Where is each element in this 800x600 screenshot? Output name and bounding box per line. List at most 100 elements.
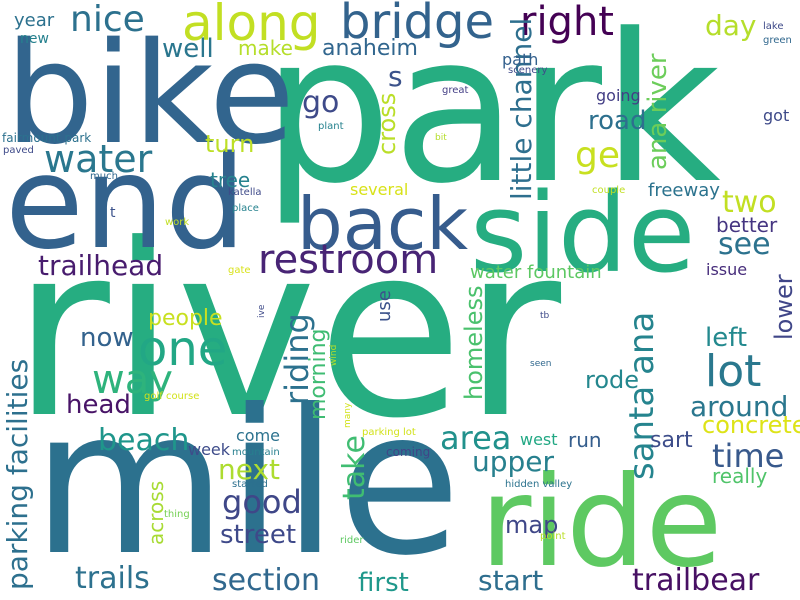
word-many: many [343,402,353,428]
word-hidden-valley: hidden valley [505,479,573,490]
word-parking-facilities: parking facilities [1,358,34,590]
word-good: good [222,483,302,521]
word-beach: beach [98,423,190,458]
word-area: area [440,419,512,457]
word-right: right [520,0,614,45]
word-scenery: scenery [508,65,548,76]
word-rider: rider [340,535,364,546]
word-katella: katella [228,187,262,198]
word-seen: seen [530,359,552,369]
word-concrete: concrete [702,411,800,439]
word-road: road [588,106,647,136]
word-parking-lot: parking lot [362,427,416,438]
word-one: one [138,321,228,377]
word-bike: bike [5,13,295,176]
word-great: great [442,85,469,96]
word-coming: coming [386,445,431,459]
word-bit: bit [435,133,447,143]
word-nice: nice [70,0,145,40]
word-going: going [596,86,641,105]
word-mountain: mountain [232,447,280,458]
word-ana-river: ana river [643,53,673,170]
word-homeless: homeless [460,285,488,400]
word-way: way [92,357,173,403]
word-work: work [165,217,190,228]
word-year: year [14,10,55,31]
word-t: t [110,205,116,221]
word-well: well [162,34,214,64]
word-street: street [220,520,297,550]
word-use: use [374,290,395,322]
word-two: two [722,185,777,220]
word-thing: thing [164,509,190,520]
word-come: come [236,426,281,445]
word-west: west [520,430,558,449]
word-time: time [712,437,785,475]
word-side: side [470,169,696,297]
word-trails: trails [75,561,150,596]
word-got: got [763,106,790,125]
word-start: start [478,564,544,597]
word-gate: gate [228,265,251,276]
word-freeway: freeway [648,180,720,201]
word-section: section [212,563,321,598]
word-first: first [358,568,409,598]
word-turn: turn [205,130,255,158]
word-much: much [90,171,118,182]
word-next: next [218,453,281,486]
word-back: back [297,182,469,266]
word-cross: cross [373,92,401,155]
word-bridge: bridge [340,0,495,50]
word-park: park [262,0,721,229]
word-point: point [540,531,566,542]
word-path: path [502,50,539,69]
word-along: along [182,0,321,52]
word-plant: plant [318,121,344,132]
word-golf-course: golf course [144,391,200,402]
word-tree: tree [210,168,251,192]
word-morning: morning [306,328,331,420]
word-wind: wind [329,344,339,366]
word-left: left [705,323,748,353]
word-better: better [716,213,778,237]
word-paved: paved [3,145,34,156]
word-ge: ge [575,135,620,176]
word-lower: lower [770,274,798,340]
word-upper: upper [472,445,555,478]
word-little-channel: little channel [505,17,538,200]
word-started: started [232,479,268,490]
word-across: across [144,480,168,545]
word-lake: lake [763,21,784,32]
word-anaheim: anaheim [322,36,418,61]
word-green: green [763,35,792,46]
word-several: several [350,180,409,199]
word-issue: issue [706,260,748,279]
word-run: run [568,428,602,452]
word-head: head [66,390,131,420]
word-really: really [712,464,768,488]
word-trailhead: trailhead [38,249,164,282]
word-people: people [148,306,223,331]
word-map: map [505,511,559,539]
word-river: river [12,194,562,471]
word-tb: tb [540,311,550,321]
word-ride: ride [480,450,723,595]
word-mile: mile [32,367,462,600]
word-see: see [718,227,771,262]
word-around: around [690,390,789,423]
word-new: new [20,31,49,47]
word-go: go [302,85,340,120]
word-ive: ive [257,304,267,318]
word-fairmount-park: fairmount park [2,131,92,145]
word-make: make [238,36,293,60]
word-now: now [80,323,134,353]
word-water-fountain: water fountain [470,262,602,283]
word-santa-ana: santa ana [622,311,662,480]
word-day: day [705,9,757,42]
word-place: place [232,203,259,214]
word-couple: couple [592,185,626,196]
word-s: s [388,60,403,93]
word-rode: rode [585,366,640,394]
word-week: week [188,440,231,459]
